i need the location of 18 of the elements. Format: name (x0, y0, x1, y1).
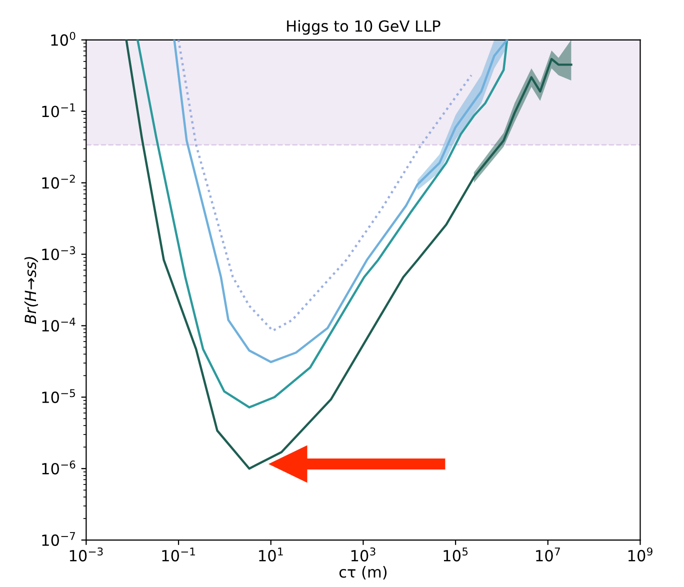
y-tick-label: 10$^{−1}$ (42, 103, 75, 118)
y-axis-title: Br(H→ss) (24, 257, 38, 324)
x-tick-label: 10$^{3}$ (351, 547, 376, 562)
y-tick-label: 10$^{−2}$ (42, 174, 75, 189)
y-tick-label: 10$^{−4}$ (42, 318, 76, 332)
x-tick-label: 10$^{7}$ (536, 548, 560, 562)
x-axis-title: cτ (m) (339, 566, 387, 580)
chart-title: Higgs to 10 GeV LLP (287, 20, 440, 35)
x-tick-label: 10$^{−1}$ (162, 548, 195, 562)
x-tick-label: 10$^{5}$ (444, 548, 468, 562)
y-tick-label: 10$^{0}$ (51, 32, 76, 46)
y-tick-label: 10$^{−7}$ (42, 532, 75, 546)
x-tick-label: 10$^{−3}$ (70, 547, 103, 562)
y-tick-label: 10$^{−3}$ (42, 246, 76, 260)
y-tick-label: 10$^{−5}$ (42, 389, 75, 404)
y-tick-label: 10$^{−6}$ (42, 460, 76, 474)
x-tick-label: 10$^{9}$ (628, 547, 652, 562)
x-tick-label: 10$^{1}$ (259, 548, 283, 562)
